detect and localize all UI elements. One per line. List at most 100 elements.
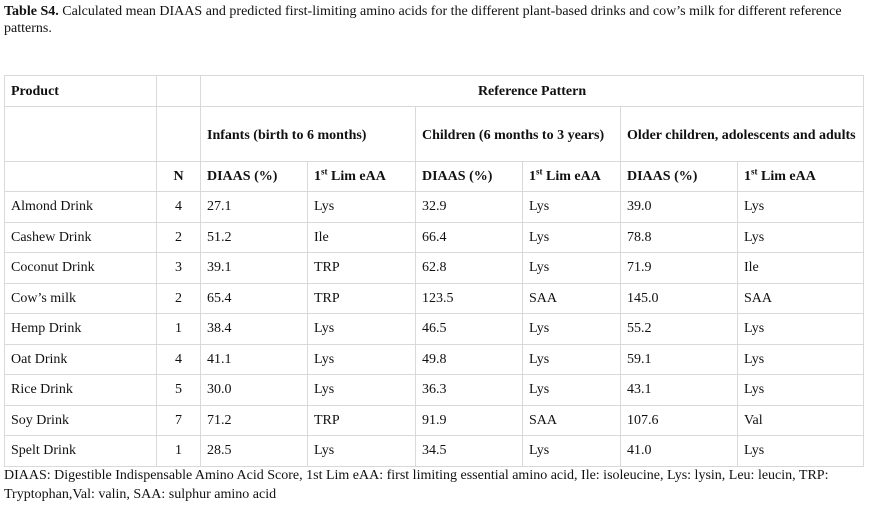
cell-children-lim: Lys — [522, 221, 621, 253]
cell-infant-lim: Lys — [307, 374, 416, 406]
table-body: Product Reference Pattern Infants (birth… — [4, 75, 865, 467]
cell-product: Almond Drink — [4, 191, 157, 223]
cell-children-lim: SAA — [522, 282, 621, 314]
cell-infant-lim: TRP — [307, 282, 416, 314]
cell-product: Oat Drink — [4, 343, 157, 375]
cell-children-diaas: 36.3 — [415, 374, 523, 406]
table-row: Almond Drink 4 27.1 Lys 32.9 Lys 39.0 Lys — [4, 191, 865, 223]
cell-product: Cashew Drink — [4, 221, 157, 253]
cell-older-lim: Lys — [736, 374, 865, 406]
cell-older-diaas: 78.8 — [620, 221, 738, 253]
cell-older-diaas: 71.9 — [620, 252, 738, 284]
table-row: Cashew Drink 2 51.2 Ile 66.4 Lys 78.8 Lys — [4, 221, 865, 253]
cell-n: 3 — [156, 252, 201, 284]
cell-infant-diaas: 30.0 — [200, 374, 308, 406]
table-caption-text: Calculated mean DIAAS and predicted firs… — [4, 4, 842, 36]
cell-n: 2 — [156, 282, 201, 314]
cell-children-diaas: 32.9 — [415, 191, 523, 223]
cell-n: 1 — [156, 435, 201, 467]
cell-infant-diaas: 51.2 — [200, 221, 308, 253]
header-empty — [156, 106, 201, 162]
cell-children-diaas: 34.5 — [415, 435, 523, 467]
cell-product: Spelt Drink — [4, 435, 157, 467]
cell-infant-diaas: 28.5 — [200, 435, 308, 467]
cell-older-lim: SAA — [736, 282, 865, 314]
table-caption: Table S4. Calculated mean DIAAS and pred… — [4, 3, 888, 37]
cell-older-diaas: 107.6 — [620, 404, 738, 436]
header-group-children: Children (6 months to 3 years) — [415, 106, 621, 162]
cell-infant-diaas: 65.4 — [200, 282, 308, 314]
cell-infant-lim: Lys — [307, 313, 416, 345]
table-label: Table S4. — [4, 4, 59, 19]
cell-n: 1 — [156, 313, 201, 345]
table-row: Coconut Drink 3 39.1 TRP 62.8 Lys 71.9 Ile — [4, 252, 865, 284]
cell-n: 4 — [156, 343, 201, 375]
cell-older-lim: Lys — [736, 343, 865, 375]
cell-n: 4 — [156, 191, 201, 223]
table-row: Spelt Drink 1 28.5 Lys 34.5 Lys 41.0 Lys — [4, 435, 865, 467]
header-group-infants: Infants (birth to 6 months) — [200, 106, 416, 162]
header-row-1: Product Reference Pattern — [4, 75, 865, 107]
cell-children-lim: Lys — [522, 313, 621, 345]
diaas-table: Product Reference Pattern Infants (birth… — [4, 75, 865, 467]
cell-children-diaas: 91.9 — [415, 404, 523, 436]
header-row-3: N DIAAS (%) 1st Lim eAA DIAAS (%) 1st Li… — [4, 161, 865, 192]
cell-children-lim: SAA — [522, 404, 621, 436]
cell-children-lim: Lys — [522, 252, 621, 284]
cell-infant-lim: Lys — [307, 435, 416, 467]
cell-older-diaas: 59.1 — [620, 343, 738, 375]
header-lim-eaa: 1st Lim eAA — [307, 161, 416, 192]
cell-children-lim: Lys — [522, 435, 621, 467]
header-diaas: DIAAS (%) — [200, 161, 308, 192]
cell-infant-lim: Ile — [307, 221, 416, 253]
header-reference-pattern: Reference Pattern — [199, 75, 865, 107]
cell-infant-lim: Lys — [307, 343, 416, 375]
header-diaas: DIAAS (%) — [620, 161, 738, 192]
cell-children-lim: Lys — [522, 191, 621, 223]
cell-product: Coconut Drink — [4, 252, 157, 284]
cell-infant-lim: TRP — [307, 252, 416, 284]
cell-product: Cow’s milk — [4, 282, 157, 314]
table-row: Cow’s milk 2 65.4 TRP 123.5 SAA 145.0 SAA — [4, 282, 865, 314]
header-lim-eaa: 1st Lim eAA — [736, 161, 865, 192]
cell-n: 5 — [156, 374, 201, 406]
cell-children-diaas: 46.5 — [415, 313, 523, 345]
cell-infant-diaas: 71.2 — [200, 404, 308, 436]
cell-older-diaas: 41.0 — [620, 435, 738, 467]
header-diaas: DIAAS (%) — [415, 161, 523, 192]
cell-infant-diaas: 27.1 — [200, 191, 308, 223]
cell-older-diaas: 145.0 — [620, 282, 738, 314]
header-product: Product — [4, 75, 157, 107]
cell-n: 2 — [156, 221, 201, 253]
cell-older-diaas: 55.2 — [620, 313, 738, 345]
cell-older-lim: Ile — [736, 252, 865, 284]
cell-children-diaas: 66.4 — [415, 221, 523, 253]
cell-older-diaas: 43.1 — [620, 374, 738, 406]
cell-children-lim: Lys — [522, 374, 621, 406]
cell-infant-diaas: 38.4 — [200, 313, 308, 345]
table-row: Soy Drink 7 71.2 TRP 91.9 SAA 107.6 Val — [4, 404, 865, 436]
header-empty — [156, 75, 201, 107]
cell-product: Hemp Drink — [4, 313, 157, 345]
cell-older-diaas: 39.0 — [620, 191, 738, 223]
table-row: Hemp Drink 1 38.4 Lys 46.5 Lys 55.2 Lys — [4, 313, 865, 345]
cell-children-lim: Lys — [522, 343, 621, 375]
cell-infant-diaas: 41.1 — [200, 343, 308, 375]
cell-infant-lim: Lys — [307, 191, 416, 223]
cell-older-lim: Lys — [736, 313, 865, 345]
header-row-2: Infants (birth to 6 months) Children (6 … — [4, 106, 865, 162]
cell-infant-diaas: 39.1 — [200, 252, 308, 284]
cell-older-lim: Lys — [736, 221, 865, 253]
cell-infant-lim: TRP — [307, 404, 416, 436]
header-empty — [4, 161, 157, 192]
cell-older-lim: Val — [736, 404, 865, 436]
cell-product: Rice Drink — [4, 374, 157, 406]
cell-children-diaas: 123.5 — [415, 282, 523, 314]
table-row: Oat Drink 4 41.1 Lys 49.8 Lys 59.1 Lys — [4, 343, 865, 375]
cell-product: Soy Drink — [4, 404, 157, 436]
cell-older-lim: Lys — [736, 435, 865, 467]
table-footnote: DIAAS: Digestible Indispensable Amino Ac… — [4, 468, 829, 502]
cell-children-diaas: 62.8 — [415, 252, 523, 284]
cell-n: 7 — [156, 404, 201, 436]
header-n: N — [156, 161, 201, 192]
